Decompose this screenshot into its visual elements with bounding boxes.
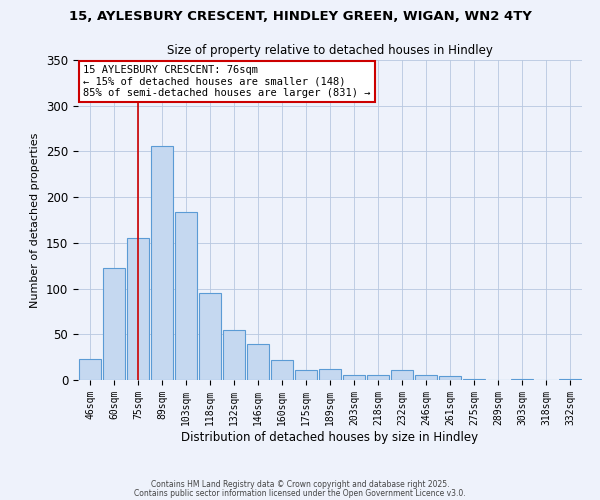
- Text: Contains HM Land Registry data © Crown copyright and database right 2025.: Contains HM Land Registry data © Crown c…: [151, 480, 449, 489]
- Bar: [151, 146, 173, 380]
- Bar: [511, 379, 533, 380]
- Bar: [175, 212, 197, 380]
- Bar: [247, 344, 269, 380]
- Bar: [271, 360, 293, 380]
- Title: Size of property relative to detached houses in Hindley: Size of property relative to detached ho…: [167, 44, 493, 58]
- Bar: [559, 379, 581, 380]
- Text: 15 AYLESBURY CRESCENT: 76sqm
← 15% of detached houses are smaller (148)
85% of s: 15 AYLESBURY CRESCENT: 76sqm ← 15% of de…: [83, 65, 371, 98]
- Text: Contains public sector information licensed under the Open Government Licence v3: Contains public sector information licen…: [134, 488, 466, 498]
- Bar: [415, 376, 437, 380]
- Bar: [367, 374, 389, 380]
- X-axis label: Distribution of detached houses by size in Hindley: Distribution of detached houses by size …: [181, 430, 479, 444]
- Bar: [295, 370, 317, 380]
- Bar: [343, 376, 365, 380]
- Bar: [223, 330, 245, 380]
- Y-axis label: Number of detached properties: Number of detached properties: [31, 132, 40, 308]
- Bar: [439, 376, 461, 380]
- Bar: [391, 370, 413, 380]
- Bar: [103, 268, 125, 380]
- Bar: [199, 293, 221, 380]
- Bar: [127, 238, 149, 380]
- Bar: [79, 359, 101, 380]
- Bar: [319, 369, 341, 380]
- Text: 15, AYLESBURY CRESCENT, HINDLEY GREEN, WIGAN, WN2 4TY: 15, AYLESBURY CRESCENT, HINDLEY GREEN, W…: [68, 10, 532, 23]
- Bar: [463, 379, 485, 380]
